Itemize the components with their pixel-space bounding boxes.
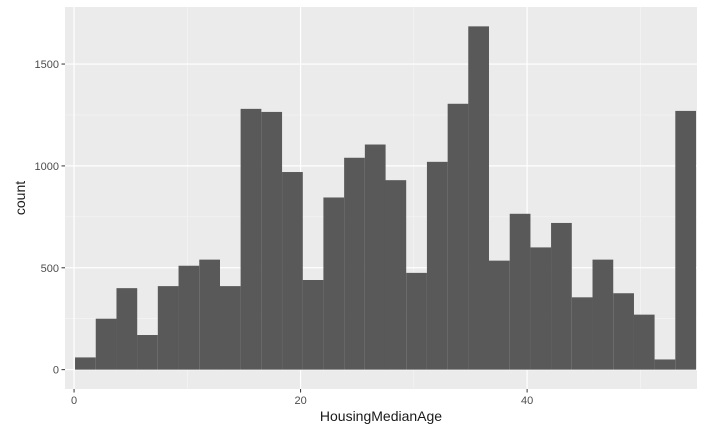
histogram-bar (571, 297, 593, 370)
histogram-bar (592, 259, 614, 370)
histogram-bar (240, 108, 262, 370)
y-axis-title: count (12, 181, 28, 215)
histogram-bar (116, 288, 138, 370)
histogram-bar (323, 197, 345, 370)
histogram-bar (633, 314, 655, 370)
y-axis-ticks: 0 500 1000 1500 (35, 59, 65, 377)
histogram-bar (199, 259, 220, 370)
histogram-bar (302, 280, 324, 370)
histogram-bar (178, 265, 200, 370)
histogram-bar (447, 103, 469, 370)
histogram-bar (157, 286, 179, 370)
histogram-bar (344, 157, 365, 370)
histogram-bar (406, 272, 427, 370)
histogram-bar (426, 161, 448, 370)
histogram-bar (654, 359, 676, 370)
histogram-bar (488, 260, 510, 370)
histogram-bar (137, 335, 158, 370)
histogram-bar (613, 293, 634, 370)
histogram-bar (75, 357, 96, 370)
x-axis-title: HousingMedianAge (320, 408, 442, 424)
y-tick-label: 1000 (35, 161, 59, 173)
histogram-bars (75, 26, 697, 370)
histogram-bar (468, 26, 489, 370)
y-tick-label: 1500 (35, 59, 59, 71)
x-axis-ticks: 0 20 40 (71, 389, 533, 407)
histogram-bar (282, 172, 303, 370)
x-tick-label: 40 (521, 395, 533, 407)
histogram-bar (530, 247, 552, 370)
histogram-bar (675, 110, 697, 370)
y-tick-label: 0 (53, 365, 59, 377)
x-tick-label: 20 (294, 395, 306, 407)
y-tick-label: 500 (41, 263, 59, 275)
x-tick-label: 0 (71, 395, 77, 407)
histogram-bar (385, 180, 407, 370)
histogram-bar (95, 318, 117, 370)
histogram-bar (219, 286, 241, 370)
histogram-bar (364, 144, 386, 370)
histogram-bar (509, 213, 531, 370)
histogram-bar (551, 222, 572, 370)
histogram-bar (261, 111, 283, 370)
